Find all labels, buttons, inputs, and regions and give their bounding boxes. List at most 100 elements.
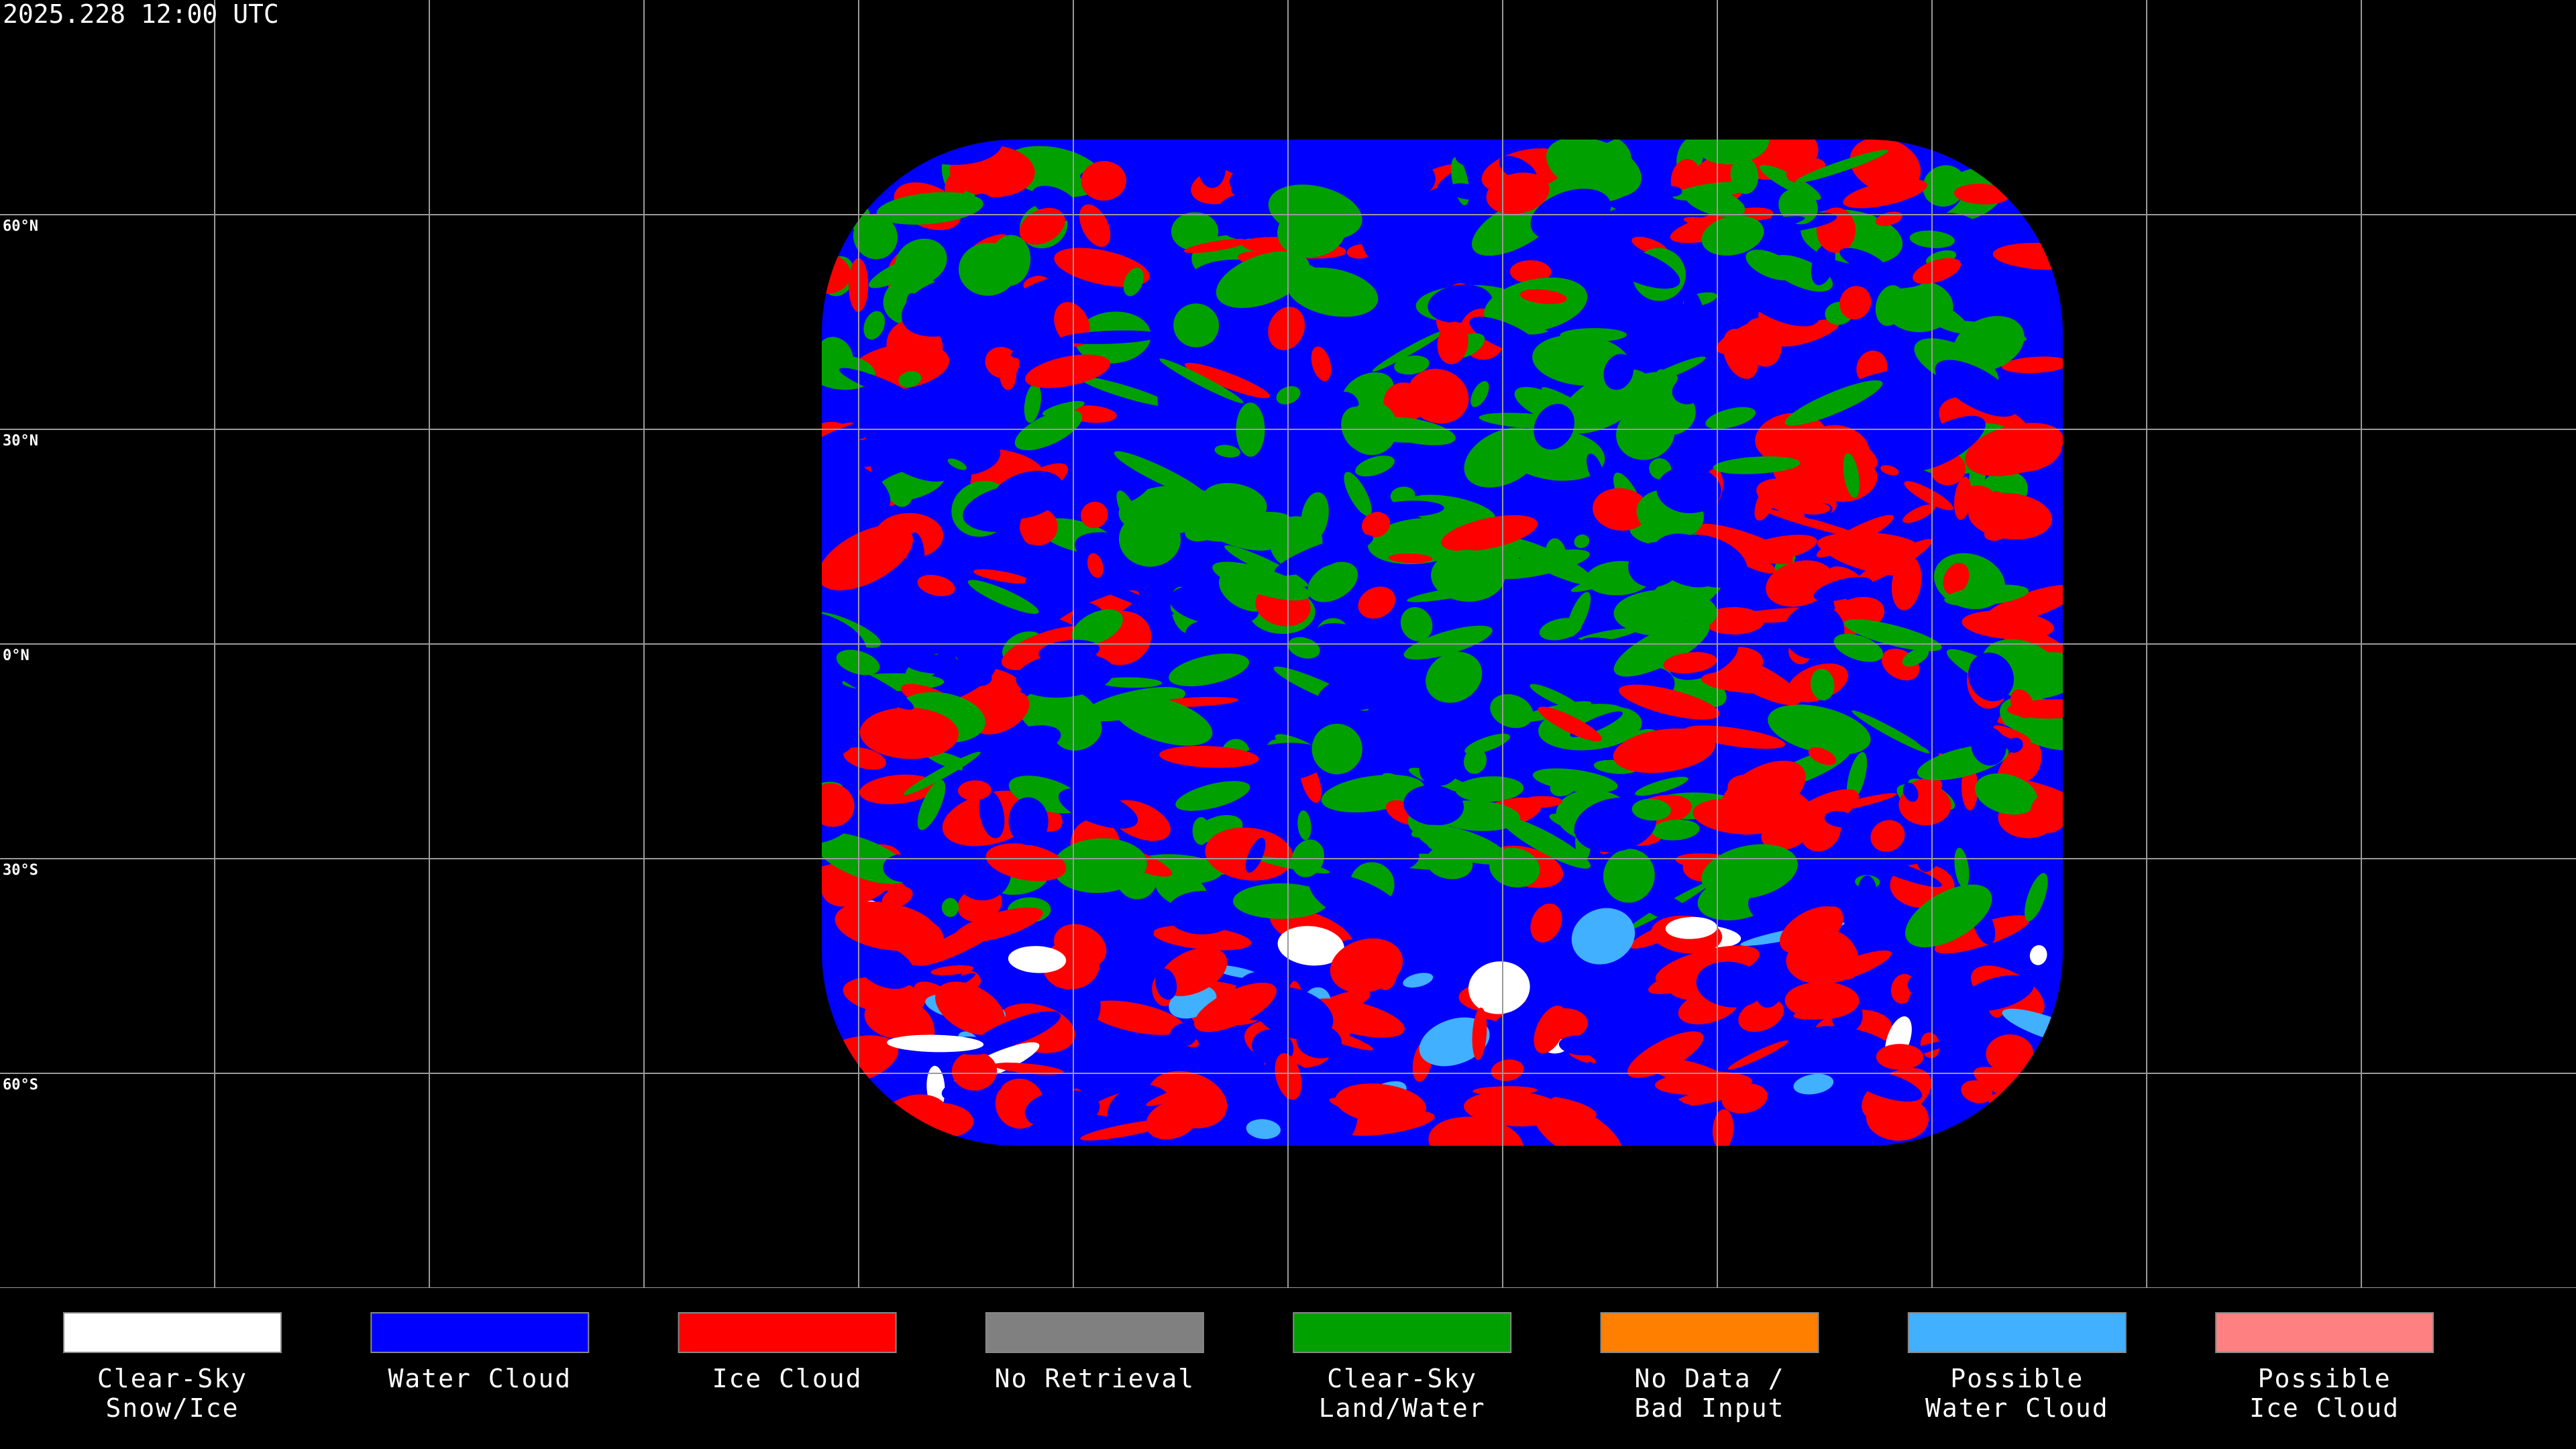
cloud-patch bbox=[1974, 773, 2038, 815]
cloud-patch bbox=[1778, 188, 1818, 225]
cloud-patch bbox=[1762, 508, 1865, 539]
cloud-patch bbox=[930, 965, 974, 975]
cloud-patch bbox=[917, 574, 955, 596]
cloud-patch bbox=[1455, 776, 1524, 802]
cloud-patch bbox=[1416, 824, 1508, 865]
cloud-patch bbox=[1008, 946, 1067, 973]
cloud-patch bbox=[1613, 728, 1715, 773]
cloud-patch bbox=[1468, 961, 1530, 1014]
cloud-patch bbox=[1870, 338, 1900, 349]
cloud-patch bbox=[1631, 798, 1671, 821]
cloud-patch bbox=[1469, 317, 1541, 356]
cloud-patch bbox=[1224, 545, 1308, 587]
cloud-patch bbox=[868, 254, 931, 288]
cloud-patch bbox=[1843, 178, 1927, 209]
cloud-patch bbox=[1428, 1116, 1523, 1146]
cloud-patch bbox=[945, 170, 968, 200]
cloud-patch bbox=[881, 886, 913, 908]
cloud-patch bbox=[1245, 837, 1266, 873]
cloud-patch bbox=[1684, 725, 1786, 749]
cloud-patch bbox=[1268, 307, 1305, 351]
legend-swatch bbox=[370, 1312, 590, 1353]
cloud-patch bbox=[1341, 146, 1436, 200]
cloud-patch bbox=[1000, 358, 1017, 390]
legend-swatch bbox=[1600, 1312, 1819, 1353]
cloud-patch bbox=[835, 901, 938, 951]
cloud-patch bbox=[1484, 277, 1588, 333]
cloud-patch bbox=[1794, 502, 1831, 515]
cloud-patch bbox=[1053, 710, 1102, 751]
cloud-patch bbox=[1354, 190, 1432, 230]
cloud-patch bbox=[1962, 975, 2034, 1012]
cloud-patch bbox=[1701, 844, 1798, 900]
cloud-patch bbox=[1400, 606, 1433, 641]
cloud-patch bbox=[1334, 1110, 1358, 1146]
cloud-patch bbox=[1159, 358, 1244, 403]
cloud-patch bbox=[1224, 140, 1251, 167]
cloud-patch bbox=[1415, 230, 1470, 262]
cloud-patch bbox=[935, 981, 1006, 1035]
cloud-patch bbox=[1603, 849, 1655, 903]
cloud-patch bbox=[1361, 718, 1408, 746]
cloud-patch bbox=[1305, 998, 1405, 1038]
cloud-patch bbox=[1962, 610, 2054, 640]
cloud-patch bbox=[1184, 362, 1271, 398]
cloud-patch bbox=[1309, 873, 1407, 930]
cloud-patch bbox=[1668, 337, 1696, 360]
cloud-patch bbox=[1902, 782, 1919, 802]
cloud-patch bbox=[1558, 1035, 1603, 1056]
cloud-patch bbox=[1811, 243, 1835, 286]
cloud-patch bbox=[1157, 382, 1182, 422]
cloud-patch bbox=[1385, 140, 1464, 156]
cloud-patch bbox=[1166, 891, 1239, 934]
cloud-patch bbox=[863, 311, 885, 340]
cloud-patch bbox=[1538, 706, 1602, 742]
cloud-patch bbox=[973, 569, 1030, 584]
cloud-patch bbox=[1098, 467, 1153, 506]
cloud-patch bbox=[859, 774, 936, 804]
cloud-patch bbox=[1720, 760, 1806, 824]
cloud-patch bbox=[1351, 1060, 1371, 1076]
cloud-patch bbox=[1534, 404, 1575, 450]
cloud-patch bbox=[1394, 355, 1430, 375]
legend-swatch bbox=[2215, 1312, 2434, 1353]
cloud-patch bbox=[1403, 785, 1464, 826]
cloud-patch bbox=[1472, 1008, 1487, 1061]
cloud-patch bbox=[1214, 445, 1240, 458]
cloud-mask bbox=[822, 140, 2063, 1146]
cloud-patch bbox=[1715, 264, 1734, 288]
legend-label: Ice Cloud bbox=[712, 1364, 863, 1393]
cloud-patch bbox=[985, 843, 1067, 881]
cloud-patch bbox=[1833, 633, 1884, 662]
cloud-patch bbox=[1846, 752, 1868, 802]
cloud-patch bbox=[1746, 250, 1796, 280]
cloud-patch bbox=[1403, 973, 1434, 988]
cloud-patch bbox=[1079, 376, 1171, 407]
cloud-patch bbox=[1532, 768, 1618, 793]
cloud-patch bbox=[1509, 260, 1552, 284]
cloud-patch bbox=[967, 580, 1039, 614]
cloud-patch bbox=[864, 998, 924, 1039]
cloud-patch bbox=[1672, 378, 1704, 405]
cloud-patch bbox=[1059, 330, 1162, 344]
legend-label: Possible bbox=[2258, 1364, 2392, 1393]
cloud-patch bbox=[2012, 296, 2063, 329]
cloud-patch bbox=[1344, 472, 1372, 517]
cloud-patch bbox=[958, 780, 991, 801]
cloud-patch bbox=[1613, 620, 1710, 677]
cloud-patch bbox=[1534, 1006, 1567, 1054]
cloud-patch bbox=[1316, 623, 1414, 682]
cloud-patch bbox=[1025, 354, 1111, 388]
cloud-patch bbox=[1813, 428, 1878, 470]
cloud-patch bbox=[1265, 452, 1316, 472]
cloud-patch bbox=[1464, 747, 1487, 774]
cloud-patch bbox=[1858, 875, 1877, 908]
cloud-patch bbox=[1843, 619, 1942, 651]
cloud-patch bbox=[930, 433, 1001, 476]
cloud-patch bbox=[1378, 500, 1444, 517]
cloud-patch bbox=[1530, 903, 1562, 943]
cloud-patch bbox=[822, 525, 913, 591]
cloud-patch bbox=[1407, 368, 1469, 424]
